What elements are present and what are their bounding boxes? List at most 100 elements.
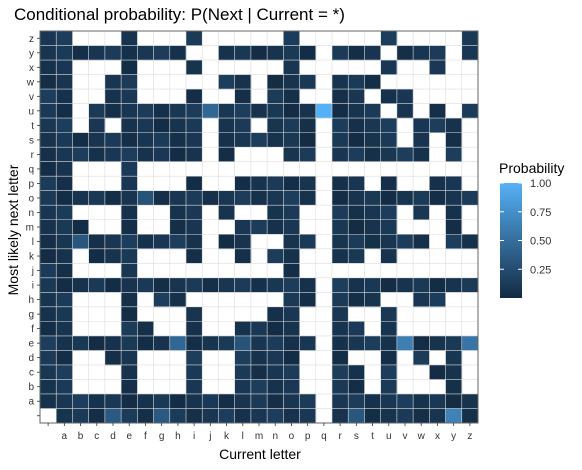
heatmap-cell [429,60,446,75]
heatmap-cell [56,364,73,380]
heatmap-cell [88,132,106,148]
heatmap-cell [461,234,479,250]
heatmap-cell [445,176,463,192]
heatmap-cell [380,147,398,162]
heatmap-cell [267,379,284,395]
heatmap-cell [250,132,268,148]
heatmap-cell [283,31,300,46]
heatmap-cell [332,393,349,409]
heatmap-cell [380,248,398,264]
heatmap-cell [121,31,138,46]
heatmap-cell [364,205,381,221]
heatmap-cell [104,234,122,250]
heatmap-cell [250,190,268,206]
heatmap-cell [250,393,268,409]
heatmap-cell [332,321,349,337]
x-tick-label: f [144,431,147,442]
heatmap-cell [72,45,89,61]
heatmap-cell [267,219,284,235]
x-tick-label: a [62,431,68,442]
heatmap-cell [104,147,122,162]
heatmap-cell [364,234,381,250]
heatmap-cell [267,118,284,133]
heatmap-cell [202,393,219,409]
heatmap-cell [332,379,349,395]
heatmap-cell [153,190,171,206]
heatmap-cell [380,364,398,380]
heatmap-cell [137,321,154,337]
heatmap-cell [364,190,381,206]
heatmap-cell [299,335,317,351]
heatmap-cell [169,205,187,221]
heatmap-cell [40,118,57,133]
heatmap-cell [348,176,365,192]
heatmap-cell [56,292,73,308]
heatmap-cell [380,118,398,133]
heatmap-cell [267,321,284,337]
heatmap-cell [332,292,349,308]
heatmap-cell [348,103,365,119]
heatmap-cell [283,132,300,148]
heatmap-cell [380,176,398,192]
heatmap-cell [332,132,349,148]
heatmap-cell [380,234,398,250]
heatmap-cell [186,190,203,206]
heatmap-cell [153,277,171,293]
heatmap-cell [137,277,154,293]
heatmap-cell [104,103,122,119]
heatmap-cell [121,393,138,409]
heatmap-cell [104,190,122,206]
heatmap-cell [413,45,430,61]
heatmap-cell [267,350,284,366]
x-tick-label: t [371,431,374,442]
heatmap-cell [396,234,414,250]
heatmap-cell [283,364,300,380]
heatmap-cell [56,205,73,221]
x-tick-label: y [451,431,456,442]
heatmap-cell [332,306,349,322]
heatmap-cell [445,364,463,380]
heatmap-cell [283,74,300,90]
heatmap-cell [234,118,252,133]
heatmap-cell [267,277,284,293]
heatmap-cell [40,89,57,104]
heatmap-cell [380,379,398,395]
heatmap-cell [364,103,381,119]
heatmap-cell [186,277,203,293]
heatmap-cell [445,234,463,250]
heatmap-cell [169,393,187,409]
heatmap-cell [186,176,203,192]
heatmap-cell [267,89,284,104]
heatmap-cells [40,31,479,424]
heatmap-cell [104,132,122,148]
heatmap-cell [364,147,381,162]
heatmap-cell [186,321,203,337]
heatmap-cell [218,45,235,61]
heatmap-cell [186,335,203,351]
heatmap-cell [283,118,300,133]
heatmap-cell [299,147,317,162]
heatmap-cell [332,219,349,235]
heatmap-cell [104,74,122,90]
heatmap-cell [169,234,187,250]
heatmap-cell [234,408,252,424]
heatmap-cell [283,176,300,192]
heatmap-cell [40,176,57,192]
heatmap-cell [283,379,300,395]
heatmap-cell [40,103,57,119]
heatmap-cell [186,132,203,148]
heatmap-cell [137,132,154,148]
heatmap-cell [234,364,252,380]
x-tick-label: v [403,431,408,442]
heatmap-cell [283,45,300,61]
x-tick-label: c [94,431,99,442]
y-tick-label: p [28,179,34,190]
heatmap-cell [56,45,73,61]
heatmap-cell [283,306,300,322]
heatmap-cell [413,335,430,351]
heatmap-cell [413,393,430,409]
legend: Probability 0.25 0.50 0.75 1.00 [499,160,564,298]
heatmap-cell [88,190,106,206]
heatmap-cell [283,277,300,293]
heatmap-cell [40,335,57,351]
